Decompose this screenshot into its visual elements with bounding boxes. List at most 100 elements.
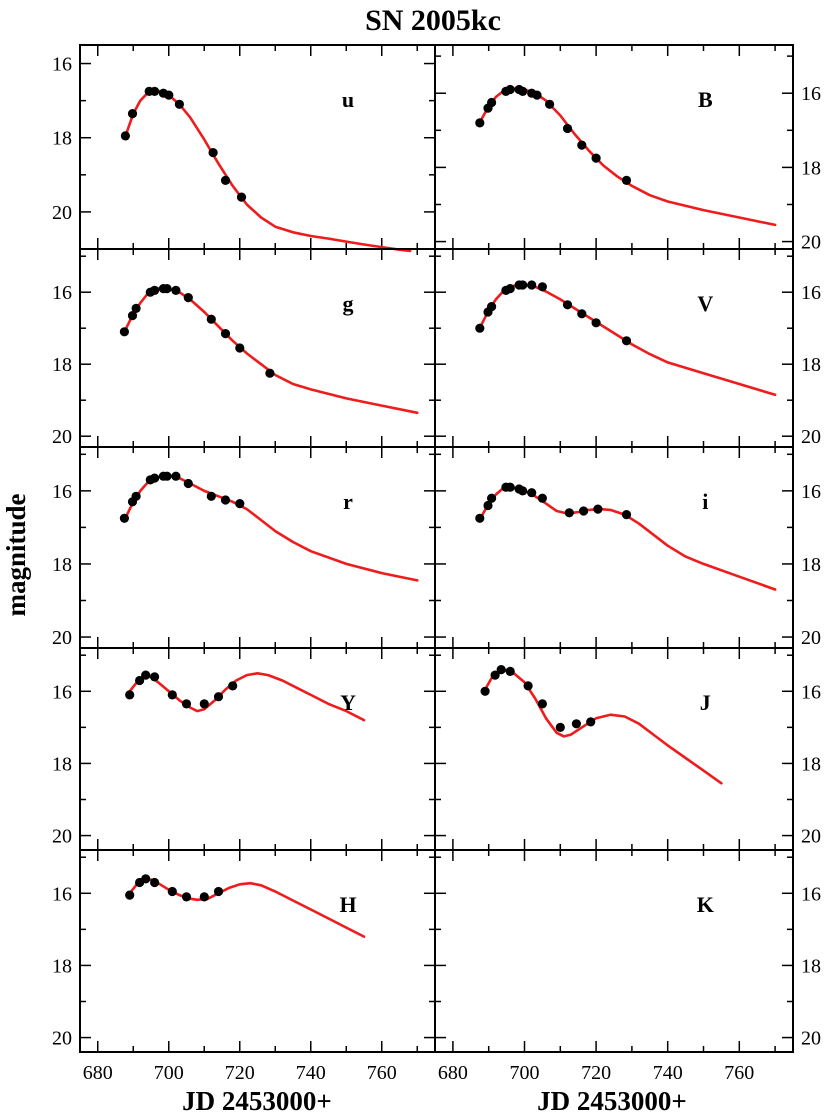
data-point-i-9 <box>564 508 574 518</box>
data-point-r-8 <box>183 478 193 489</box>
band-label-H: H <box>339 892 356 917</box>
y-tick-label-H-16: 16 <box>52 883 72 905</box>
data-point-H-4 <box>167 886 177 897</box>
data-point-J-5 <box>537 699 548 709</box>
band-label-V: V <box>697 291 713 316</box>
panel-i: 16 18 20 i <box>434 446 821 649</box>
y-tick-label-r-16: 16 <box>52 481 72 503</box>
y-tick-label-Y-16: 16 <box>52 681 72 703</box>
data-point-H-6 <box>199 892 209 902</box>
panel-r: 16 18 20 r <box>52 446 436 649</box>
data-point-J-8 <box>586 717 596 727</box>
data-point-g-4 <box>150 285 160 295</box>
model-curve-J <box>483 669 723 785</box>
model-curve-B <box>480 87 777 227</box>
y-tick-label-i-18: 18 <box>801 554 821 576</box>
y-tick-label-i-20: 20 <box>801 627 821 649</box>
data-point-i-12 <box>621 509 632 520</box>
data-point-B-6 <box>518 86 528 96</box>
data-point-H-0 <box>125 890 135 900</box>
x-tick-label-right-740: 740 <box>653 1062 683 1084</box>
panel-B: 16 18 20 B <box>434 44 821 254</box>
data-point-g-8 <box>183 293 193 303</box>
data-point-V-10 <box>577 309 587 319</box>
data-point-J-6 <box>555 722 565 733</box>
band-label-r: r <box>343 489 353 514</box>
panel-frame-Y <box>79 647 436 851</box>
data-point-i-7 <box>527 488 537 498</box>
data-point-V-11 <box>591 318 601 328</box>
data-point-u-1 <box>127 109 138 119</box>
data-point-V-2 <box>487 302 497 312</box>
x-axis-title-right: JD 2453000+ <box>537 1086 687 1116</box>
model-curve-H <box>128 878 366 938</box>
y-tick-label-V-16: 16 <box>801 282 821 304</box>
data-point-B-11 <box>577 140 587 150</box>
x-tick-label-left-760: 760 <box>367 1062 397 1084</box>
data-point-g-11 <box>235 343 245 353</box>
data-point-H-7 <box>213 886 224 897</box>
y-axis-title: magnitude <box>1 493 31 616</box>
data-point-B-8 <box>532 90 542 100</box>
y-tick-label-u-18: 18 <box>52 128 72 150</box>
data-point-u-0 <box>120 131 130 141</box>
y-tick-label-u-16: 16 <box>52 54 72 76</box>
y-tick-label-J-16: 16 <box>801 681 821 703</box>
data-point-g-2 <box>131 303 141 313</box>
y-tick-label-H-18: 18 <box>52 955 72 977</box>
panel-Y: 16 18 20 Y <box>52 647 436 851</box>
panel-frame-K <box>434 849 794 1053</box>
data-point-J-2 <box>496 665 506 675</box>
data-point-g-1 <box>127 311 138 321</box>
y-tick-label-V-18: 18 <box>801 354 821 376</box>
x-axis-title-left: JD 2453000+ <box>182 1086 332 1116</box>
data-point-V-4 <box>505 284 515 294</box>
x-tick-label-left-720: 720 <box>225 1062 255 1084</box>
data-point-J-3 <box>505 666 515 677</box>
data-point-i-6 <box>518 486 528 496</box>
x-tick-label-right-760: 760 <box>724 1062 754 1084</box>
data-point-g-10 <box>220 329 231 339</box>
panel-J: 16 18 20 J <box>434 647 821 851</box>
data-point-Y-7 <box>213 692 224 702</box>
data-point-i-11 <box>593 504 603 514</box>
data-point-u-3 <box>150 86 160 96</box>
y-tick-label-B-16: 16 <box>801 83 821 105</box>
data-point-V-6 <box>518 280 528 290</box>
data-point-i-8 <box>537 493 548 503</box>
y-tick-label-V-20: 20 <box>801 426 821 448</box>
data-point-V-12 <box>621 336 632 346</box>
data-point-g-0 <box>119 327 129 337</box>
data-point-i-4 <box>505 482 515 492</box>
y-tick-label-H-20: 20 <box>52 1028 72 1050</box>
data-point-u-9 <box>236 192 247 202</box>
panel-V: 16 18 20 V <box>434 248 821 448</box>
panel-frame-V <box>434 248 794 448</box>
data-point-V-0 <box>475 323 485 333</box>
data-point-H-2 <box>141 874 151 884</box>
data-point-u-7 <box>208 148 218 158</box>
data-point-H-5 <box>181 892 192 902</box>
x-tick-label-left-740: 740 <box>296 1062 326 1084</box>
panel-u: 16 18 20 u <box>52 44 436 253</box>
data-point-i-1 <box>483 500 493 511</box>
data-point-H-3 <box>150 877 160 888</box>
data-point-J-0 <box>480 686 490 696</box>
data-point-B-2 <box>487 97 497 108</box>
model-curve-r <box>124 474 419 582</box>
y-tick-label-u-20: 20 <box>52 202 72 224</box>
data-point-V-7 <box>527 280 537 290</box>
y-tick-label-g-20: 20 <box>52 426 72 448</box>
y-tick-label-g-16: 16 <box>52 282 72 304</box>
y-tick-label-Y-20: 20 <box>52 826 72 848</box>
data-point-r-10 <box>220 495 231 505</box>
data-point-g-9 <box>206 314 216 324</box>
band-label-Y: Y <box>340 690 356 715</box>
band-label-B: B <box>698 87 713 112</box>
y-tick-label-K-18: 18 <box>801 955 821 977</box>
data-point-i-10 <box>579 506 589 516</box>
data-point-g-12 <box>265 368 275 378</box>
x-tick-label-left-700: 700 <box>154 1062 184 1084</box>
chart-title: SN 2005kc <box>365 4 501 37</box>
model-curve-i <box>480 485 777 591</box>
